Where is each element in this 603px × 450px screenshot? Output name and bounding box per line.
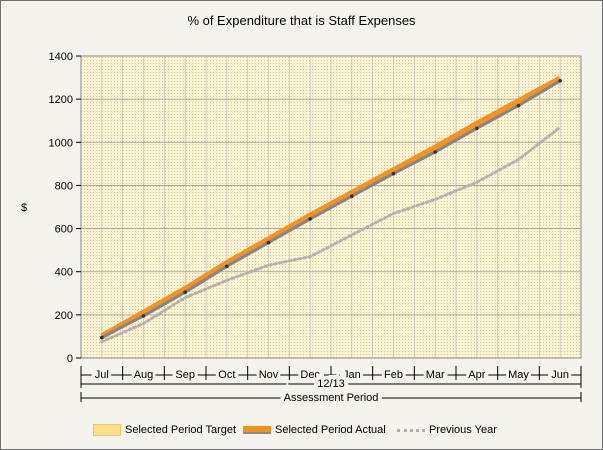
legend-item-previous: Previous Year: [397, 424, 497, 436]
data-point-actual: [141, 314, 146, 318]
legend: Selected Period Target Selected Period A…: [0, 424, 603, 444]
series-line-target: [100, 75, 562, 340]
data-point-actual: [350, 194, 354, 199]
y-tick-label: 200: [55, 310, 73, 322]
data-point-actual: [308, 217, 312, 221]
y-tick-label: 600: [55, 224, 73, 236]
legend-swatch-target: [93, 424, 121, 436]
y-axis-label: $: [21, 202, 27, 214]
legend-item-actual: Selected Period Actual: [243, 424, 386, 436]
chart-title: % of Expenditure that is Staff Expenses: [187, 13, 416, 28]
y-tick-label: 0: [67, 353, 73, 365]
x-tick-label: Feb: [384, 369, 403, 381]
group-label: 12/13: [317, 378, 345, 390]
data-point-actual: [516, 103, 521, 108]
y-axis-ticks: 0 200 400 600 800 1000 1200 1400: [49, 51, 81, 365]
y-tick-label: 1000: [49, 137, 73, 149]
data-point-actual: [558, 79, 562, 83]
x-tick-label: Aug: [134, 369, 154, 381]
legend-label-target: Selected Period Target: [125, 424, 237, 436]
series-line-previous-year: [100, 125, 562, 344]
data-point-actual: [225, 264, 229, 269]
x-axis-label: Assessment Period: [284, 392, 379, 404]
legend-label-actual: Selected Period Actual: [275, 424, 386, 436]
series-line-actual: [101, 79, 561, 339]
x-tick-label: Jul: [95, 369, 109, 381]
data-point-actual: [266, 240, 271, 245]
x-tick-label: Mar: [426, 369, 445, 381]
y-tick-label: 400: [55, 267, 73, 279]
data-point-actual: [183, 290, 187, 295]
legend-label-previous: Previous Year: [429, 424, 497, 436]
x-tick-label: Oct: [218, 369, 235, 381]
data-point-actual: [100, 335, 104, 340]
legend-swatch-actual: [243, 426, 271, 434]
legend-swatch-previous: [397, 428, 425, 432]
grid-lines: [81, 56, 581, 358]
x-tick-label: Dec: [300, 369, 320, 381]
data-point-actual: [391, 171, 396, 176]
y-tick-label: 1200: [49, 94, 73, 106]
y-tick-label: 800: [55, 180, 73, 192]
x-tick-label: Jan: [343, 369, 361, 381]
y-tick-label: 1400: [49, 51, 73, 63]
data-point-actual: [433, 150, 437, 154]
x-axis: Jul Aug Sep Oct Nov Dec Jan Feb Mar Apr May Jun 12/1…: [80, 366, 582, 408]
x-tick-label: Nov: [259, 369, 279, 381]
x-tick-label: Sep: [175, 369, 195, 381]
legend-item-target: Selected Period Target: [93, 424, 236, 436]
data-point-actual: [475, 126, 479, 131]
x-tick-label: Apr: [468, 369, 485, 381]
series-layer: [100, 75, 562, 344]
x-tick-label: May: [508, 369, 529, 381]
x-tick-label: Jun: [551, 369, 569, 381]
